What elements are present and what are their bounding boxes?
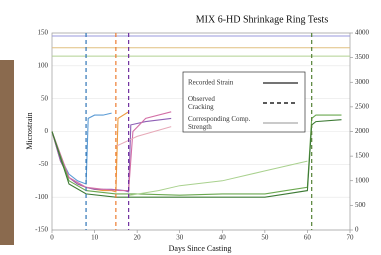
photo-edge [0, 60, 14, 245]
x-tick-label: 50 [261, 234, 269, 242]
chart-title: MIX 6-HD Shrinkage Ring Tests [196, 14, 329, 25]
y2-tick-label: 1000 [355, 176, 370, 184]
y-tick-label: -100 [35, 193, 48, 201]
y2-tick-label: 2500 [355, 102, 370, 110]
y2-tick-label: 2000 [355, 127, 370, 135]
y2-tick-label: 4000 [355, 29, 370, 37]
x-tick-label: 70 [347, 234, 355, 242]
y-axis-title: Microstrain [25, 112, 34, 149]
legend-label: Recorded Strain [188, 79, 234, 87]
x-tick-label: 20 [134, 234, 142, 242]
y2-tick-label: 3500 [355, 53, 370, 61]
y-tick-label: 100 [38, 61, 49, 69]
y2-tick-label: 0 [355, 226, 359, 234]
y2-tick-label: 500 [355, 201, 366, 209]
y-tick-label: 50 [41, 94, 49, 102]
x-tick-label: 10 [91, 234, 99, 242]
y-tick-label: -50 [39, 160, 49, 168]
x-tick-label: 0 [50, 234, 54, 242]
chart: MIX 6-HD Shrinkage Ring Tests Days Since… [0, 0, 381, 255]
x-axis-title: Days Since Casting [169, 244, 232, 253]
y-tick-label: -150 [35, 226, 48, 234]
x-tick-label: 40 [219, 234, 227, 242]
x-tick-label: 30 [176, 234, 184, 242]
x-tick-label: 60 [304, 234, 312, 242]
y2-tick-label: 1500 [355, 152, 370, 160]
y2-tick-label: 3000 [355, 78, 370, 86]
y-tick-label: 150 [38, 29, 49, 37]
y-tick-label: 0 [45, 127, 49, 135]
